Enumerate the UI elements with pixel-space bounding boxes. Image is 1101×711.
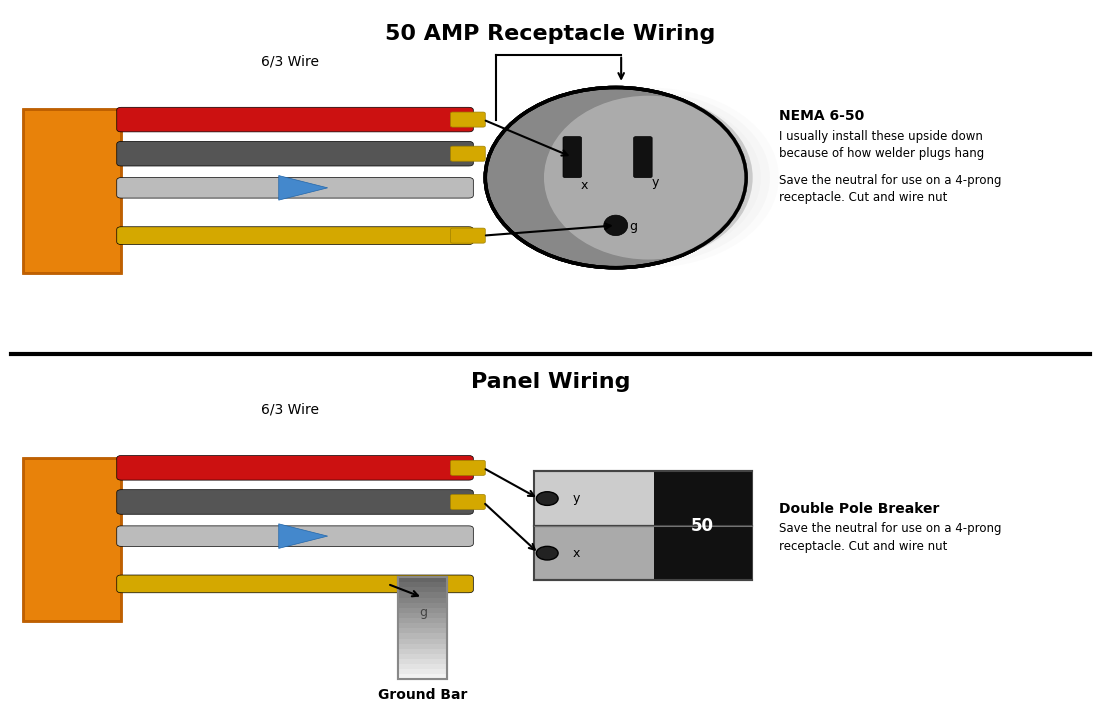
Ellipse shape xyxy=(524,99,752,257)
Text: 6/3 Wire: 6/3 Wire xyxy=(261,54,318,68)
FancyBboxPatch shape xyxy=(117,178,473,198)
FancyBboxPatch shape xyxy=(117,227,473,245)
FancyBboxPatch shape xyxy=(450,146,486,161)
FancyBboxPatch shape xyxy=(399,597,447,603)
FancyBboxPatch shape xyxy=(117,575,473,593)
FancyBboxPatch shape xyxy=(399,659,447,664)
Ellipse shape xyxy=(541,129,680,226)
FancyBboxPatch shape xyxy=(634,137,652,178)
Text: y: y xyxy=(573,492,579,505)
Ellipse shape xyxy=(520,91,770,264)
FancyBboxPatch shape xyxy=(450,112,486,127)
Text: Ground Bar: Ground Bar xyxy=(378,688,468,702)
FancyBboxPatch shape xyxy=(23,458,121,621)
FancyBboxPatch shape xyxy=(399,577,447,680)
Text: g: g xyxy=(629,220,636,233)
Circle shape xyxy=(536,492,558,506)
FancyBboxPatch shape xyxy=(534,471,752,526)
Text: x: x xyxy=(581,179,588,192)
Text: I usually install these upside down: I usually install these upside down xyxy=(778,130,983,143)
Ellipse shape xyxy=(528,107,734,249)
FancyBboxPatch shape xyxy=(534,526,752,580)
Text: Save the neutral for use on a 4-prong: Save the neutral for use on a 4-prong xyxy=(778,174,1001,187)
Ellipse shape xyxy=(555,156,618,199)
FancyBboxPatch shape xyxy=(399,643,447,648)
Text: 50: 50 xyxy=(691,517,715,535)
FancyBboxPatch shape xyxy=(399,664,447,669)
Text: receptacle. Cut and wire nut: receptacle. Cut and wire nut xyxy=(778,540,947,552)
Text: x: x xyxy=(573,547,579,560)
FancyBboxPatch shape xyxy=(399,582,447,587)
FancyBboxPatch shape xyxy=(399,587,447,592)
Ellipse shape xyxy=(517,87,778,268)
Text: Double Pole Breaker: Double Pole Breaker xyxy=(778,502,939,516)
Ellipse shape xyxy=(550,148,636,207)
FancyBboxPatch shape xyxy=(23,109,121,273)
FancyBboxPatch shape xyxy=(399,592,447,597)
Ellipse shape xyxy=(548,144,645,210)
FancyBboxPatch shape xyxy=(117,490,473,514)
Ellipse shape xyxy=(486,87,746,268)
Ellipse shape xyxy=(543,133,672,222)
Ellipse shape xyxy=(557,159,609,196)
FancyBboxPatch shape xyxy=(450,228,486,243)
FancyBboxPatch shape xyxy=(563,137,581,178)
Polygon shape xyxy=(279,524,328,548)
FancyBboxPatch shape xyxy=(450,460,486,476)
FancyBboxPatch shape xyxy=(399,654,447,659)
FancyBboxPatch shape xyxy=(399,674,447,680)
Polygon shape xyxy=(279,176,328,200)
FancyBboxPatch shape xyxy=(399,577,447,582)
FancyBboxPatch shape xyxy=(399,648,447,654)
FancyBboxPatch shape xyxy=(399,618,447,623)
FancyBboxPatch shape xyxy=(399,608,447,613)
Ellipse shape xyxy=(544,96,753,260)
Ellipse shape xyxy=(553,152,628,203)
Text: y: y xyxy=(652,176,659,189)
Ellipse shape xyxy=(526,102,743,252)
FancyBboxPatch shape xyxy=(450,494,486,510)
Text: Save the neutral for use on a 4-prong: Save the neutral for use on a 4-prong xyxy=(778,523,1001,535)
Ellipse shape xyxy=(536,122,698,234)
Ellipse shape xyxy=(538,125,689,230)
FancyBboxPatch shape xyxy=(399,603,447,608)
Text: NEMA 6-50: NEMA 6-50 xyxy=(778,109,864,123)
FancyBboxPatch shape xyxy=(399,634,447,638)
Circle shape xyxy=(536,546,558,560)
Ellipse shape xyxy=(547,141,654,215)
Text: receptacle. Cut and wire nut: receptacle. Cut and wire nut xyxy=(778,191,947,204)
Text: Panel Wiring: Panel Wiring xyxy=(471,373,630,392)
FancyBboxPatch shape xyxy=(399,613,447,618)
Ellipse shape xyxy=(486,87,746,268)
Ellipse shape xyxy=(532,114,717,241)
FancyBboxPatch shape xyxy=(654,471,752,580)
Text: 50 AMP Receptacle Wiring: 50 AMP Receptacle Wiring xyxy=(385,24,716,44)
FancyBboxPatch shape xyxy=(117,107,473,132)
FancyBboxPatch shape xyxy=(399,638,447,643)
Ellipse shape xyxy=(531,110,726,245)
Text: because of how welder plugs hang: because of how welder plugs hang xyxy=(778,147,984,160)
FancyBboxPatch shape xyxy=(117,141,473,166)
Ellipse shape xyxy=(522,95,761,260)
Text: g: g xyxy=(418,606,427,619)
Ellipse shape xyxy=(603,215,628,235)
FancyBboxPatch shape xyxy=(399,669,447,674)
Ellipse shape xyxy=(534,118,707,237)
FancyBboxPatch shape xyxy=(117,526,473,546)
Text: 6/3 Wire: 6/3 Wire xyxy=(261,402,318,417)
FancyBboxPatch shape xyxy=(117,456,473,480)
Ellipse shape xyxy=(545,137,663,218)
FancyBboxPatch shape xyxy=(399,629,447,634)
FancyBboxPatch shape xyxy=(399,623,447,629)
